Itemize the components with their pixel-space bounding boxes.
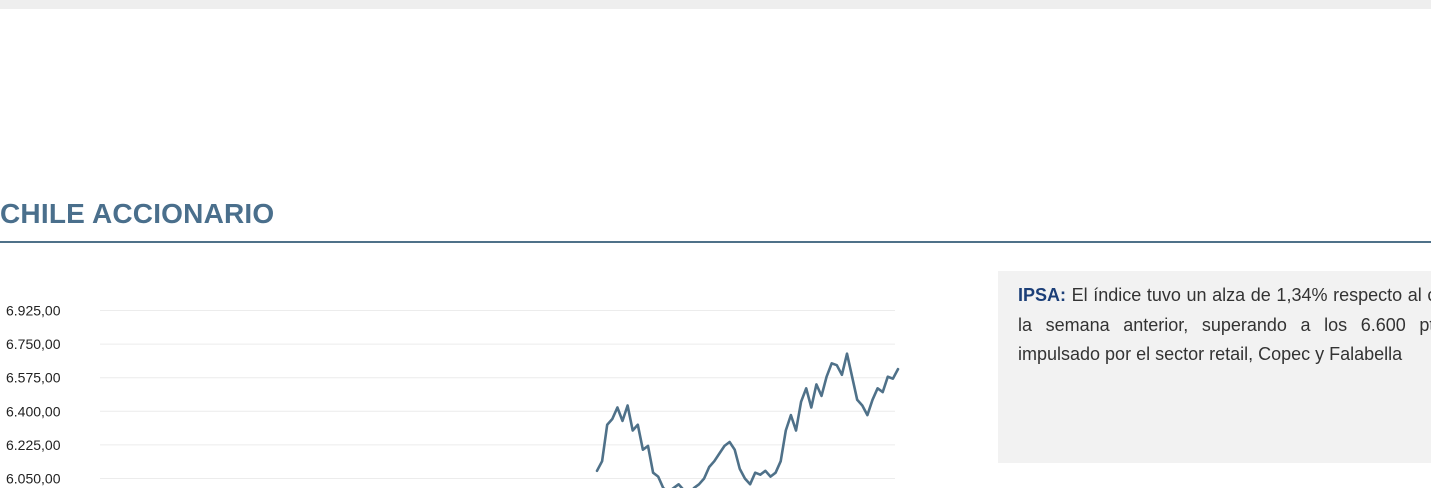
- comment-box: IPSA: El índice tuvo un alza de 1,34% re…: [998, 271, 1431, 463]
- y-tick-label: 6.050,00: [6, 471, 61, 487]
- y-tick-label: 6.750,00: [6, 336, 61, 352]
- section-title: CHILE ACCIONARIO: [0, 198, 275, 229]
- y-tick-label: 6.575,00: [6, 370, 61, 386]
- comment-label: IPSA:: [1018, 285, 1067, 305]
- title-rule: [0, 241, 1431, 243]
- y-tick-label: 6.400,00: [6, 403, 61, 419]
- ipsa-line-chart: 6.925,00 6.750,00 6.575,00 6.400,00 6.225,00…: [6, 303, 900, 488]
- y-tick-label: 6.225,00: [6, 437, 61, 453]
- comment-text: IPSA: El índice tuvo un alza de 1,34% re…: [1018, 281, 1431, 370]
- series-line: [595, 352, 900, 488]
- comment-body: El índice tuvo un alza de 1,34% respecto…: [1018, 285, 1431, 364]
- y-tick-label: 6.925,00: [6, 303, 61, 319]
- top-band: [0, 0, 1431, 9]
